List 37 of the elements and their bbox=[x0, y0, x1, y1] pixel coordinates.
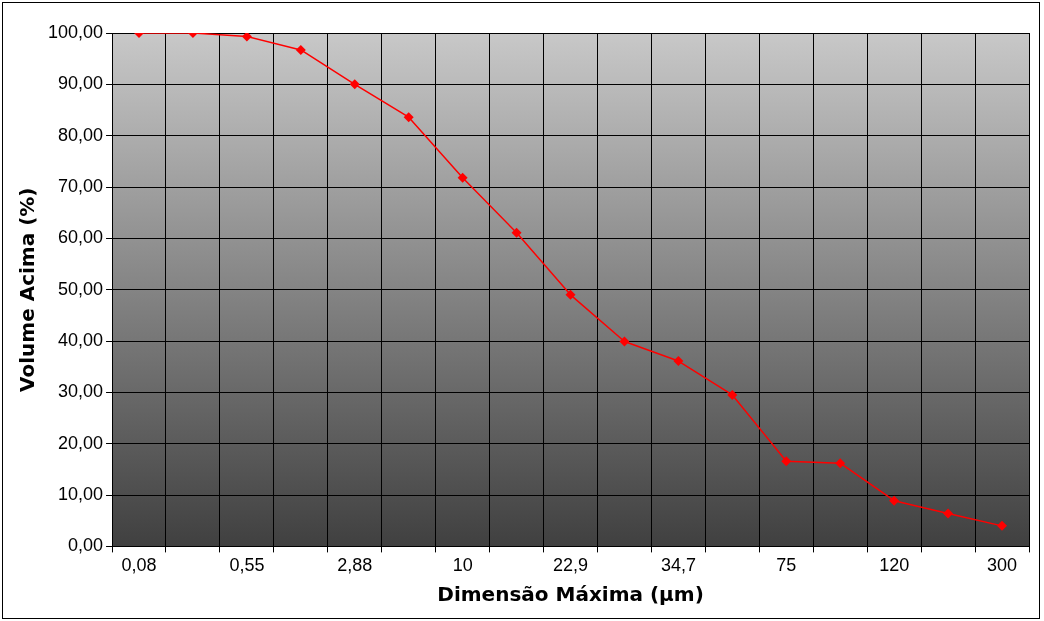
y-tick-label: 30,00 bbox=[58, 381, 104, 402]
y-tick-label: 20,00 bbox=[58, 432, 104, 453]
x-tick-label: 22,9 bbox=[553, 555, 589, 576]
point bbox=[781, 456, 792, 467]
point bbox=[889, 495, 900, 506]
point bbox=[511, 227, 522, 238]
x-tick-label: 0,55 bbox=[229, 555, 265, 576]
y-tick-label: 10,00 bbox=[58, 484, 104, 505]
y-tick-label: 60,00 bbox=[58, 227, 104, 248]
x-tick-label: 120 bbox=[879, 555, 910, 576]
point bbox=[349, 79, 360, 90]
y-axis-title: Volume Acima (%) bbox=[15, 187, 40, 392]
point bbox=[727, 389, 738, 400]
point bbox=[403, 112, 414, 123]
y-tick-label: 100,00 bbox=[47, 21, 104, 42]
x-tick-label: 10 bbox=[452, 555, 473, 576]
y-tick-label: 70,00 bbox=[58, 175, 104, 196]
point bbox=[457, 172, 468, 183]
point bbox=[673, 356, 684, 367]
y-tick-label: 0,00 bbox=[68, 535, 104, 556]
x-tick-label: 2,88 bbox=[337, 555, 373, 576]
point bbox=[295, 44, 306, 55]
point bbox=[997, 520, 1008, 531]
point bbox=[943, 508, 954, 519]
x-tick-label: 75 bbox=[776, 555, 797, 576]
y-tick-label: 90,00 bbox=[58, 73, 104, 94]
x-tick-label: 0,08 bbox=[121, 555, 157, 576]
x-axis-title: Dimensão Máxima (µm) bbox=[437, 582, 704, 607]
x-tick-label: 34,7 bbox=[660, 555, 696, 576]
y-tick-label: 50,00 bbox=[58, 278, 104, 299]
point bbox=[241, 33, 252, 42]
point bbox=[835, 458, 846, 469]
x-tick-label: 300 bbox=[987, 555, 1018, 576]
y-tick-label: 80,00 bbox=[58, 124, 104, 145]
y-tick-label: 40,00 bbox=[58, 330, 104, 351]
point bbox=[619, 336, 630, 347]
point bbox=[565, 289, 576, 300]
